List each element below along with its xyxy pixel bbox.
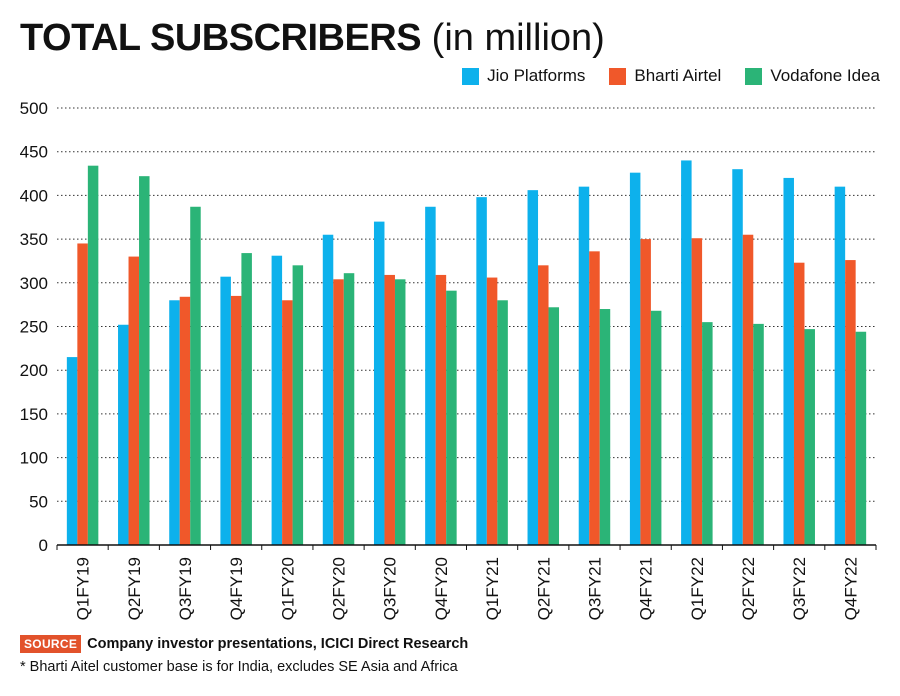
bar-vodafone-q4fy21 bbox=[650, 310, 662, 545]
x-tick-label: Q3FY20 bbox=[381, 557, 400, 620]
bar-jio-q4fy20 bbox=[425, 206, 436, 545]
y-tick-label: 50 bbox=[29, 492, 48, 511]
bar-vodafone-q2fy20 bbox=[343, 273, 355, 545]
bar-vodafone-q4fy22 bbox=[855, 331, 867, 545]
bar-jio-q3fy19 bbox=[169, 300, 180, 545]
y-tick-label: 150 bbox=[20, 405, 48, 424]
y-tick-label: 100 bbox=[20, 449, 48, 468]
bar-airtel-q2fy22 bbox=[742, 234, 754, 546]
y-tick-label: 450 bbox=[20, 143, 48, 162]
bar-jio-q4fy19 bbox=[220, 276, 231, 545]
legend: Jio Platforms Bharti Airtel Vodafone Ide… bbox=[462, 66, 880, 86]
x-tick-label: Q1FY19 bbox=[74, 557, 93, 620]
legend-label-jio: Jio Platforms bbox=[487, 66, 586, 85]
x-tick-label: Q2FY19 bbox=[125, 557, 144, 620]
x-tick-label: Q4FY20 bbox=[432, 557, 451, 620]
bar-vodafone-q1fy21 bbox=[497, 300, 508, 545]
legend-item-jio: Jio Platforms bbox=[462, 66, 585, 86]
x-tick-label: Q2FY20 bbox=[330, 557, 349, 620]
bar-jio-q3fy21 bbox=[578, 186, 590, 545]
legend-swatch-vodafone bbox=[745, 67, 763, 85]
bar-vodafone-q2fy22 bbox=[753, 323, 764, 545]
x-tick-label: Q4FY22 bbox=[841, 557, 860, 620]
y-tick-label: 300 bbox=[20, 274, 48, 293]
bar-airtel-q2fy19 bbox=[128, 256, 140, 545]
bar-airtel-q3fy20 bbox=[384, 274, 395, 545]
bar-jio-q1fy22 bbox=[681, 160, 692, 545]
bar-vodafone-q4fy19 bbox=[241, 253, 252, 546]
bar-jio-q3fy22 bbox=[783, 177, 794, 546]
bar-vodafone-q3fy20 bbox=[394, 279, 406, 545]
x-tick-label: Q2FY21 bbox=[534, 557, 553, 620]
bar-jio-q1fy20 bbox=[271, 255, 283, 545]
chart-title-unit: (in million) bbox=[431, 17, 605, 59]
bar-jio-q2fy21 bbox=[527, 190, 539, 545]
x-axis-ticks: Q1FY19 Q2FY19 Q3FY19 Q4FY19 Q1FY20 Q2FY20 Q3FY… bbox=[56, 545, 877, 620]
legend-swatch-jio bbox=[462, 67, 480, 85]
footnote: * Bharti Aitel customer base is for Indi… bbox=[20, 659, 458, 675]
bar-jio-q1fy21 bbox=[476, 197, 487, 545]
x-tick-label: Q1FY20 bbox=[278, 557, 297, 620]
legend-item-airtel: Bharti Airtel bbox=[609, 66, 721, 86]
y-tick-label: 250 bbox=[20, 318, 48, 337]
bar-vodafone-q1fy22 bbox=[702, 322, 713, 545]
bar-jio-q2fy22 bbox=[732, 169, 743, 545]
bar-jio-q4fy21 bbox=[629, 172, 641, 545]
bar-airtel-q3fy19 bbox=[179, 296, 191, 545]
bar-vodafone-q4fy20 bbox=[446, 290, 457, 545]
y-tick-label: 500 bbox=[20, 99, 48, 118]
y-tick-label: 400 bbox=[20, 186, 48, 205]
bar-vodafone-q3fy22 bbox=[804, 329, 815, 545]
x-tick-label: Q3FY21 bbox=[585, 557, 604, 620]
legend-label-vodafone: Vodafone Idea bbox=[770, 66, 880, 85]
source-tag: SOURCE bbox=[20, 635, 82, 653]
y-tick-label: 200 bbox=[20, 361, 48, 380]
chart-title: TOTAL SUBSCRIBERS (in million) bbox=[20, 14, 605, 62]
legend-swatch-airtel bbox=[609, 67, 627, 85]
legend-item-vodafone: Vodafone Idea bbox=[745, 66, 880, 86]
x-tick-label: Q2FY22 bbox=[739, 557, 758, 620]
bar-airtel-q1fy21 bbox=[486, 277, 498, 545]
y-axis-ticks: 0 50 100 150 200 250 300 350 400 450 500 bbox=[20, 99, 48, 555]
bar-airtel-q3fy21 bbox=[589, 251, 600, 545]
bar-jio-q1fy19 bbox=[66, 357, 78, 545]
bar-airtel-q2fy20 bbox=[333, 279, 344, 545]
bar-airtel-q3fy22 bbox=[793, 262, 805, 545]
source-line: SOURCE Company investor presentations, I… bbox=[20, 635, 468, 653]
bar-airtel-q2fy21 bbox=[538, 265, 549, 545]
bar-airtel-q1fy20 bbox=[282, 300, 293, 545]
bar-vodafone-q3fy21 bbox=[599, 309, 611, 545]
bar-jio-q4fy22 bbox=[834, 186, 846, 545]
bar-jio-q2fy20 bbox=[322, 234, 334, 546]
x-tick-label: Q1FY22 bbox=[688, 557, 707, 620]
legend-label-airtel: Bharti Airtel bbox=[634, 66, 722, 85]
chart-title-main: TOTAL SUBSCRIBERS bbox=[20, 17, 422, 59]
bar-airtel-q4fy19 bbox=[230, 295, 242, 545]
x-tick-label: Q3FY19 bbox=[176, 557, 195, 620]
x-tick-label: Q1FY21 bbox=[483, 557, 502, 620]
x-tick-label: Q3FY22 bbox=[790, 557, 809, 620]
bar-vodafone-q1fy20 bbox=[292, 265, 304, 545]
x-tick-label: Q4FY19 bbox=[227, 557, 246, 620]
bar-airtel-q4fy20 bbox=[435, 274, 447, 545]
bar-airtel-q4fy22 bbox=[845, 260, 856, 545]
source-text: Company investor presentations, ICICI Di… bbox=[87, 636, 469, 652]
bars bbox=[66, 160, 867, 546]
bar-vodafone-q2fy19 bbox=[139, 176, 150, 545]
bar-vodafone-q3fy19 bbox=[190, 206, 201, 545]
bar-airtel-q4fy21 bbox=[640, 239, 651, 545]
bar-jio-q2fy19 bbox=[118, 324, 129, 545]
y-tick-label: 0 bbox=[39, 536, 48, 555]
x-tick-label: Q4FY21 bbox=[637, 557, 656, 620]
bar-vodafone-q1fy19 bbox=[87, 165, 99, 545]
y-tick-label: 350 bbox=[20, 230, 48, 249]
bar-vodafone-q2fy21 bbox=[548, 307, 560, 545]
bar-airtel-q1fy22 bbox=[691, 238, 703, 545]
bar-jio-q3fy20 bbox=[373, 221, 385, 545]
bar-airtel-q1fy19 bbox=[77, 243, 88, 545]
